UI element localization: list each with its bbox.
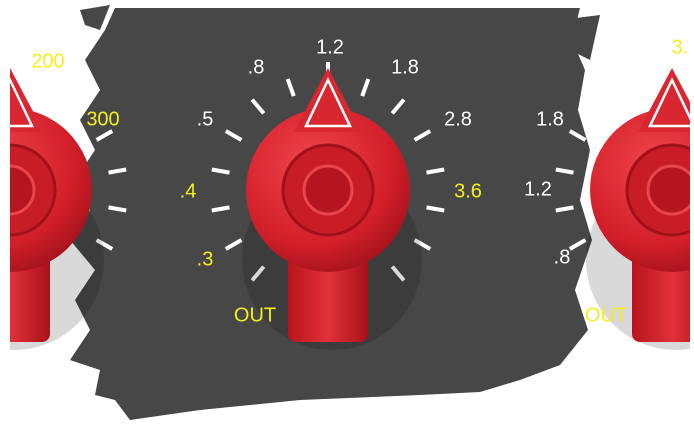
knob-label: 1.2: [524, 178, 552, 200]
knob-pointer: [638, 68, 694, 132]
knob-label: OUT: [585, 304, 627, 326]
knob-label: .8: [554, 246, 571, 268]
knob-label: 300: [86, 108, 119, 130]
knob-label: .8: [248, 56, 265, 78]
knob-panel: 200 300 1.2 .8 1.8 .5 2.8 .4 3.6 .3 OUT …: [0, 0, 694, 424]
knob-center: [304, 166, 352, 214]
tick: [632, 79, 638, 96]
knob-label: 1.2: [316, 36, 344, 58]
knob-label: 3.: [672, 36, 689, 58]
knob-center: [648, 166, 694, 214]
knob-label: 1.8: [536, 108, 564, 130]
knob-pointer: [0, 68, 44, 132]
knob-center: [0, 166, 34, 214]
tick: [596, 100, 608, 114]
knob-label: .3: [197, 248, 214, 270]
knob-label: 3.6: [454, 180, 482, 202]
knob-label: 200: [31, 50, 64, 72]
knob-label: 2.8: [444, 108, 472, 130]
knob-label: 2.: [590, 58, 607, 80]
knob-label: 1.8: [391, 56, 419, 78]
knob-label: .5: [197, 108, 214, 130]
knob-label: OUT: [234, 304, 276, 326]
tick: [44, 79, 50, 96]
knob-label: .4: [180, 180, 197, 202]
tick: [74, 100, 86, 114]
